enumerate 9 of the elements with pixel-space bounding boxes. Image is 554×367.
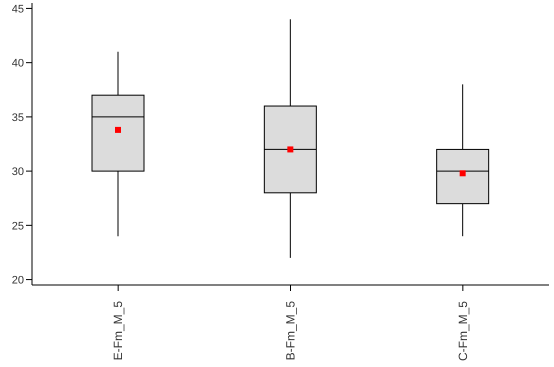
y-tick-label: 35 xyxy=(12,112,24,124)
x-tick-label: C-Fm_M_5 xyxy=(456,300,470,362)
x-tick-label: E-Fm_M_5 xyxy=(111,300,126,360)
y-tick-label: 30 xyxy=(12,166,24,178)
x-tick-label: B-Fm_M_5 xyxy=(284,300,298,360)
y-tick-label: 45 xyxy=(12,3,24,16)
y-tick-label: 40 xyxy=(12,58,24,70)
y-tick-label: 25 xyxy=(12,220,24,232)
y-tick-label: 20 xyxy=(12,274,24,286)
